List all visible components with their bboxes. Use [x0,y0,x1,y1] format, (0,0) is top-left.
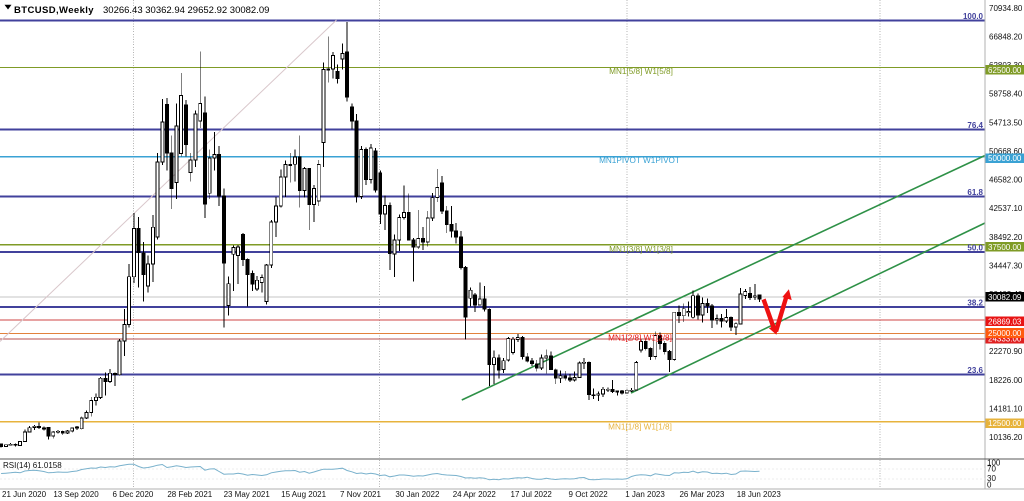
svg-text:25000.00: 25000.00 [988,329,1022,338]
svg-text:23 May 2021: 23 May 2021 [224,490,271,499]
svg-text:9 Oct 2022: 9 Oct 2022 [569,490,609,499]
svg-text:RSI(14) 61.0158: RSI(14) 61.0158 [3,461,62,470]
svg-text:14181.10: 14181.10 [989,405,1023,414]
svg-text:61.8: 61.8 [967,188,983,197]
svg-text:24333.00: 24333.00 [988,335,1022,344]
svg-text:BTCUSD,Weekly: BTCUSD,Weekly [14,5,94,16]
svg-text:46582.00: 46582.00 [989,176,1023,185]
svg-text:28 Feb 2021: 28 Feb 2021 [167,490,212,499]
svg-text:50668.60: 50668.60 [989,147,1023,156]
svg-text:30082.09: 30082.09 [988,293,1022,302]
svg-text:18226.00: 18226.00 [989,376,1023,385]
svg-text:76.4: 76.4 [967,121,983,130]
svg-text:30: 30 [987,474,996,483]
svg-text:22270.90: 22270.90 [989,347,1023,356]
svg-text:70934.80: 70934.80 [989,4,1023,13]
svg-text:62500.00: 62500.00 [988,66,1022,75]
svg-text:100.0: 100.0 [963,12,984,21]
svg-text:17 Jul 2022: 17 Jul 2022 [511,490,553,499]
svg-text:66848.20: 66848.20 [989,32,1023,41]
svg-text:23.6: 23.6 [967,366,983,375]
svg-text:MN1[1/8] W1[1/8]: MN1[1/8] W1[1/8] [608,423,672,432]
svg-text:MN1[5/8] W1[5/8]: MN1[5/8] W1[5/8] [609,67,673,76]
svg-text:MN1[3/8] W1[3/8]: MN1[3/8] W1[3/8] [609,245,673,254]
svg-text:24 Apr 2022: 24 Apr 2022 [453,490,497,499]
svg-text:70: 70 [987,464,996,473]
svg-text:6 Dec 2020: 6 Dec 2020 [112,490,153,499]
svg-text:18 Jun 2023: 18 Jun 2023 [737,490,782,499]
svg-text:50000.00: 50000.00 [988,154,1022,163]
svg-text:21 Jun 2020: 21 Jun 2020 [2,490,47,499]
svg-text:26 Mar 2023: 26 Mar 2023 [679,490,724,499]
svg-text:13 Sep 2020: 13 Sep 2020 [53,490,99,499]
svg-text:MN1[2/8] W1[2/8]: MN1[2/8] W1[2/8] [608,334,672,343]
svg-text:50.0: 50.0 [967,244,983,253]
svg-text:1 Jan 2023: 1 Jan 2023 [625,490,665,499]
svg-text:37500.00: 37500.00 [988,243,1022,252]
svg-text:7 Nov 2021: 7 Nov 2021 [340,490,381,499]
svg-text:30266.43 30362.94 29652.92 300: 30266.43 30362.94 29652.92 30082.09 [103,5,269,16]
svg-text:0: 0 [987,480,992,489]
svg-text:58758.40: 58758.40 [989,90,1023,99]
svg-text:100: 100 [987,459,1001,468]
svg-text:12500.00: 12500.00 [988,419,1022,428]
svg-text:15 Aug 2021: 15 Aug 2021 [281,490,326,499]
svg-text:42537.10: 42537.10 [989,204,1023,213]
svg-text:26869.03: 26869.03 [988,317,1022,326]
svg-text:34447.30: 34447.30 [989,261,1023,270]
svg-text:54713.50: 54713.50 [989,118,1023,127]
svg-text:38.2: 38.2 [967,299,983,308]
svg-text:MN1PIVOT W1PIVOT: MN1PIVOT W1PIVOT [599,156,680,165]
svg-text:38492.20: 38492.20 [989,233,1023,242]
svg-text:30 Jan 2022: 30 Jan 2022 [395,490,440,499]
svg-text:10136.20: 10136.20 [989,433,1023,442]
